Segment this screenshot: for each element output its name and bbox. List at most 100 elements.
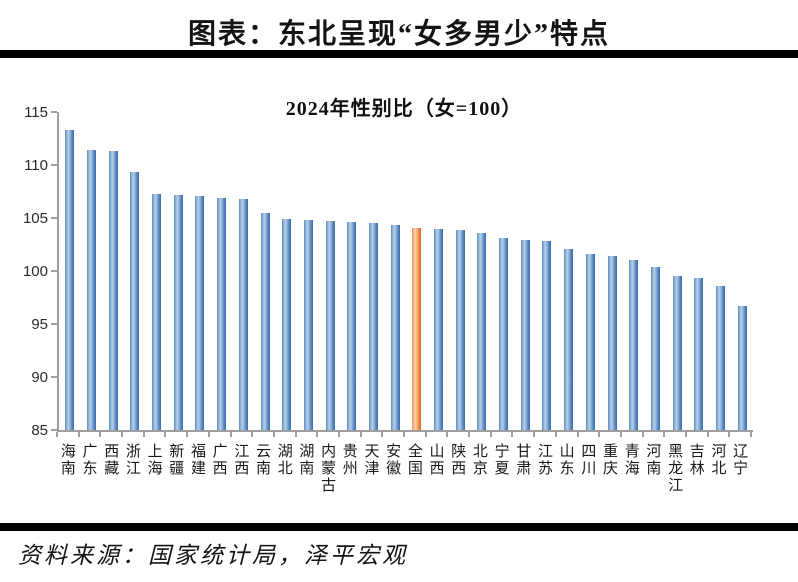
bar <box>629 260 639 430</box>
bar <box>195 195 205 430</box>
x-tick-mark <box>641 432 644 437</box>
y-tick-mark <box>51 323 57 325</box>
x-category-label: 江苏 <box>535 443 552 477</box>
x-category-label: 陕西 <box>449 443 466 477</box>
x-category-label: 辽宁 <box>731 443 748 477</box>
x-category-label: 贵州 <box>340 443 357 477</box>
x-tick-mark <box>381 432 384 437</box>
x-category-label: 天津 <box>362 443 379 477</box>
y-tick-mark <box>51 217 57 219</box>
bar-highlighted <box>412 227 422 430</box>
bar <box>477 232 487 430</box>
bar <box>542 241 552 430</box>
bar <box>564 248 574 430</box>
bar <box>282 219 292 430</box>
y-tick-mark <box>51 111 57 113</box>
x-category-label: 吉林 <box>687 443 704 477</box>
x-category-label: 黑龙江 <box>666 443 683 494</box>
x-category-label: 内蒙古 <box>319 443 336 494</box>
x-category-label: 山东 <box>557 443 574 477</box>
bar <box>585 254 595 430</box>
x-category-label: 海南 <box>58 443 75 477</box>
x-tick-mark <box>750 432 752 437</box>
x-category-label: 广西 <box>210 443 227 477</box>
y-tick-mark <box>51 429 57 431</box>
x-category-label: 全国 <box>405 443 422 477</box>
x-category-label: 新疆 <box>167 443 184 477</box>
x-category-label: 湖南 <box>297 443 314 477</box>
x-category-label: 广东 <box>80 443 97 477</box>
x-tick-mark <box>728 432 731 437</box>
x-tick-mark <box>446 432 449 437</box>
x-tick-mark <box>229 432 232 437</box>
x-tick-mark <box>142 432 145 437</box>
x-category-label: 四川 <box>579 443 596 477</box>
y-tick-label: 85 <box>31 422 48 439</box>
bar <box>715 285 725 430</box>
x-tick-mark <box>511 432 514 437</box>
x-tick-mark <box>186 432 189 437</box>
bottom-divider <box>0 523 798 531</box>
x-category-label: 甘肃 <box>514 443 531 477</box>
x-category-label: 河南 <box>644 443 661 477</box>
bar <box>455 229 465 430</box>
x-tick-mark <box>337 432 340 437</box>
x-tick-mark <box>359 432 362 437</box>
x-tick-mark <box>207 432 210 437</box>
y-tick-label: 90 <box>31 369 48 386</box>
bar <box>217 197 227 430</box>
bar <box>325 221 335 430</box>
x-category-label: 北京 <box>470 443 487 477</box>
bar <box>130 172 140 430</box>
x-tick-mark <box>424 432 427 437</box>
bar <box>607 256 617 430</box>
page-title: 图表：东北呈现“女多男少”特点 <box>187 19 610 50</box>
bar <box>303 220 313 430</box>
bar <box>238 198 248 430</box>
x-tick-mark <box>598 432 601 437</box>
chart-title: 2024年性别比（女=100） <box>285 98 523 120</box>
bar <box>368 223 378 430</box>
x-tick-mark <box>684 432 687 437</box>
x-category-label: 上海 <box>145 443 162 477</box>
x-tick-mark <box>121 432 124 437</box>
x-category-label: 福建 <box>188 443 205 477</box>
bar <box>108 151 118 430</box>
y-tick-mark <box>51 376 57 378</box>
x-category-label: 云南 <box>254 443 271 477</box>
x-tick-mark <box>489 432 492 437</box>
bar <box>694 278 704 430</box>
x-tick-mark <box>272 432 275 437</box>
bar <box>499 238 509 430</box>
bar <box>347 222 357 430</box>
x-tick-mark <box>99 432 102 437</box>
x-category-label: 安徽 <box>384 443 401 477</box>
x-category-label: 浙江 <box>123 443 140 477</box>
y-tick-mark <box>51 270 57 272</box>
x-tick-mark <box>619 432 622 437</box>
x-category-label: 青海 <box>622 443 639 477</box>
x-category-label: 湖北 <box>275 443 292 477</box>
bar <box>65 130 75 430</box>
y-tick-label: 100 <box>22 263 48 280</box>
x-tick-mark <box>706 432 709 437</box>
top-divider <box>0 50 798 58</box>
x-category-label: 重庆 <box>601 443 618 477</box>
bar <box>173 194 183 430</box>
y-tick-label: 105 <box>22 210 48 227</box>
x-category-label: 河北 <box>709 443 726 477</box>
x-category-label: 山西 <box>427 443 444 477</box>
x-tick-mark <box>403 432 405 437</box>
bar <box>87 150 97 430</box>
bar <box>650 266 660 430</box>
y-tick-mark <box>51 164 57 166</box>
bar <box>520 240 530 430</box>
x-category-label: 江西 <box>232 443 249 477</box>
x-tick-mark <box>77 432 80 437</box>
bar <box>152 193 162 430</box>
x-tick-mark <box>468 432 471 437</box>
y-tick-label: 95 <box>31 316 48 333</box>
x-tick-mark <box>554 432 557 437</box>
x-tick-mark <box>294 432 297 437</box>
